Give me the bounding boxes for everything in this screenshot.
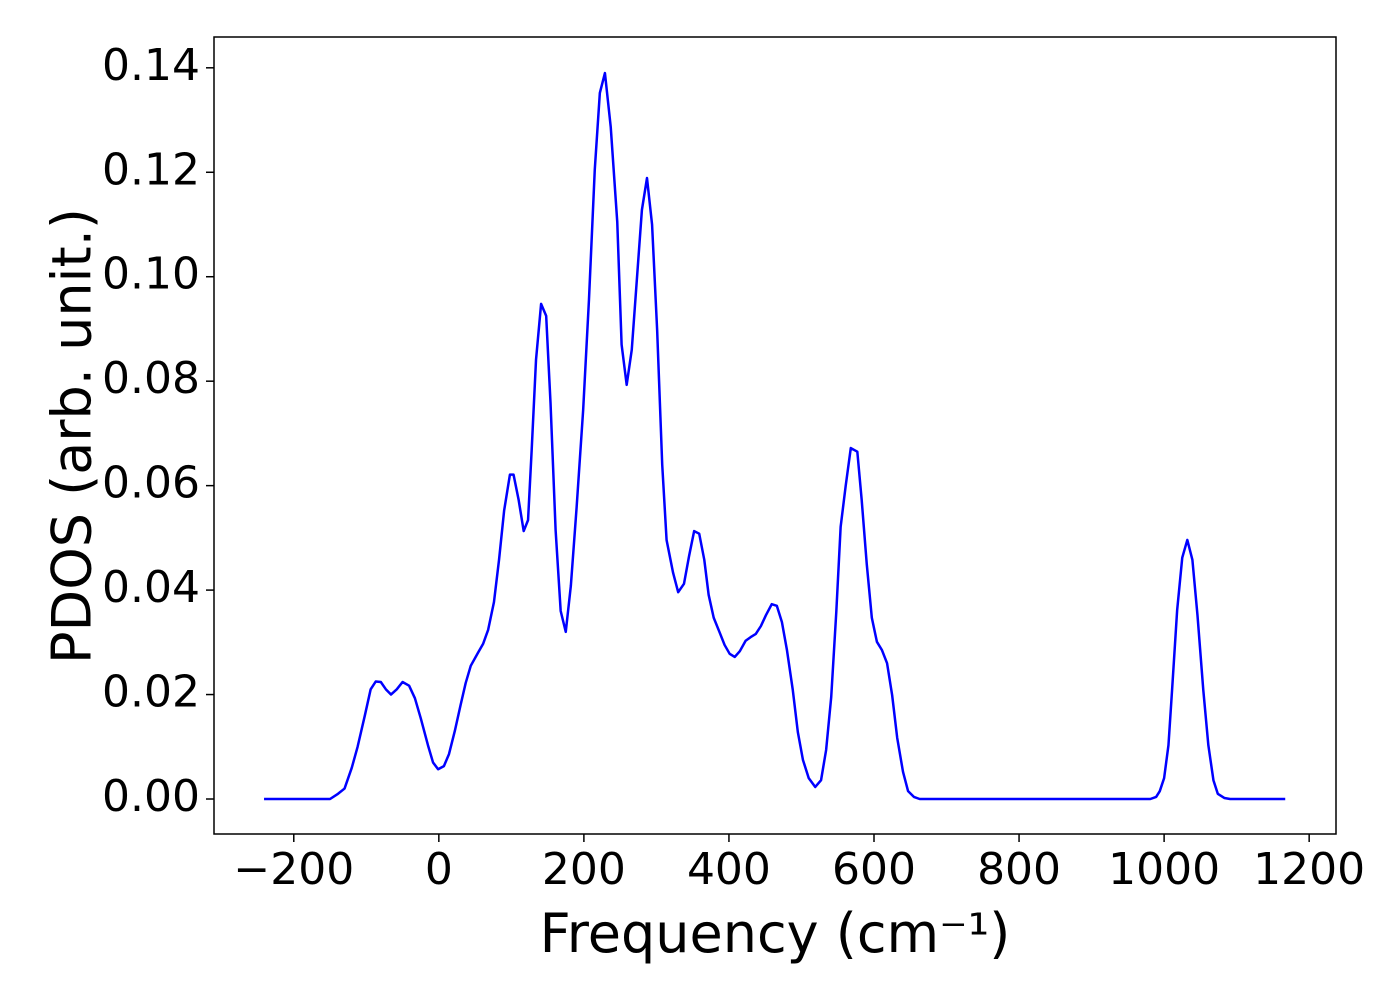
y-tick-label: 0.06 — [102, 458, 200, 509]
x-tick-label: 800 — [977, 844, 1061, 895]
x-tick-label: 200 — [542, 844, 626, 895]
y-tick-label: 0.02 — [102, 667, 200, 718]
x-axis-label: Frequency (cm⁻¹) — [540, 902, 1011, 965]
y-tick-label: 0.08 — [102, 353, 200, 404]
x-tick-label: 1000 — [1108, 844, 1220, 895]
data-line — [264, 71, 1286, 801]
x-tick-label: 400 — [687, 844, 771, 895]
x-tick-label: −200 — [233, 844, 354, 895]
x-tick-label: 1200 — [1253, 844, 1365, 895]
plot-frame — [213, 36, 1337, 835]
y-tick-label: 0.14 — [102, 40, 200, 91]
x-tick-label: 0 — [425, 844, 453, 895]
y-tick-label: 0.00 — [102, 771, 200, 822]
y-tick-label: 0.04 — [102, 562, 200, 613]
x-tick-label: 600 — [832, 844, 916, 895]
y-axis-label: PDOS (arb. unit.) — [41, 208, 104, 664]
y-tick-label: 0.12 — [102, 144, 200, 195]
y-tick-label: 0.10 — [102, 249, 200, 300]
